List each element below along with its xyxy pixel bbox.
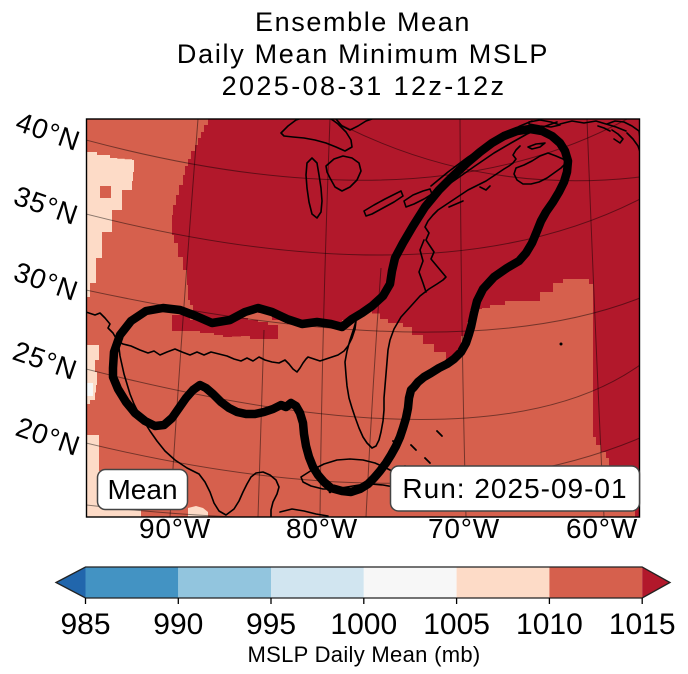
svg-text:2025-08-31 12z-12z: 2025-08-31 12z-12z <box>222 71 507 101</box>
svg-text:1015: 1015 <box>609 608 676 641</box>
svg-text:995: 995 <box>246 608 296 641</box>
svg-text:985: 985 <box>60 608 110 641</box>
svg-text:60°W: 60°W <box>566 513 638 544</box>
svg-text:Daily Mean Minimum MSLP: Daily Mean Minimum MSLP <box>177 39 549 69</box>
svg-text:990: 990 <box>153 608 203 641</box>
svg-text:Run: 2025-09-01: Run: 2025-09-01 <box>402 473 627 504</box>
svg-text:Mean: Mean <box>107 474 177 505</box>
svg-text:80°W: 80°W <box>286 513 358 544</box>
svg-text:Ensemble Mean: Ensemble Mean <box>255 7 471 37</box>
svg-text:1005: 1005 <box>423 608 490 641</box>
svg-text:90°W: 90°W <box>139 513 211 544</box>
svg-text:1000: 1000 <box>330 608 397 641</box>
svg-text:MSLP Daily Mean (mb): MSLP Daily Mean (mb) <box>248 642 481 667</box>
svg-text:70°W: 70°W <box>428 513 500 544</box>
svg-text:1010: 1010 <box>516 608 583 641</box>
